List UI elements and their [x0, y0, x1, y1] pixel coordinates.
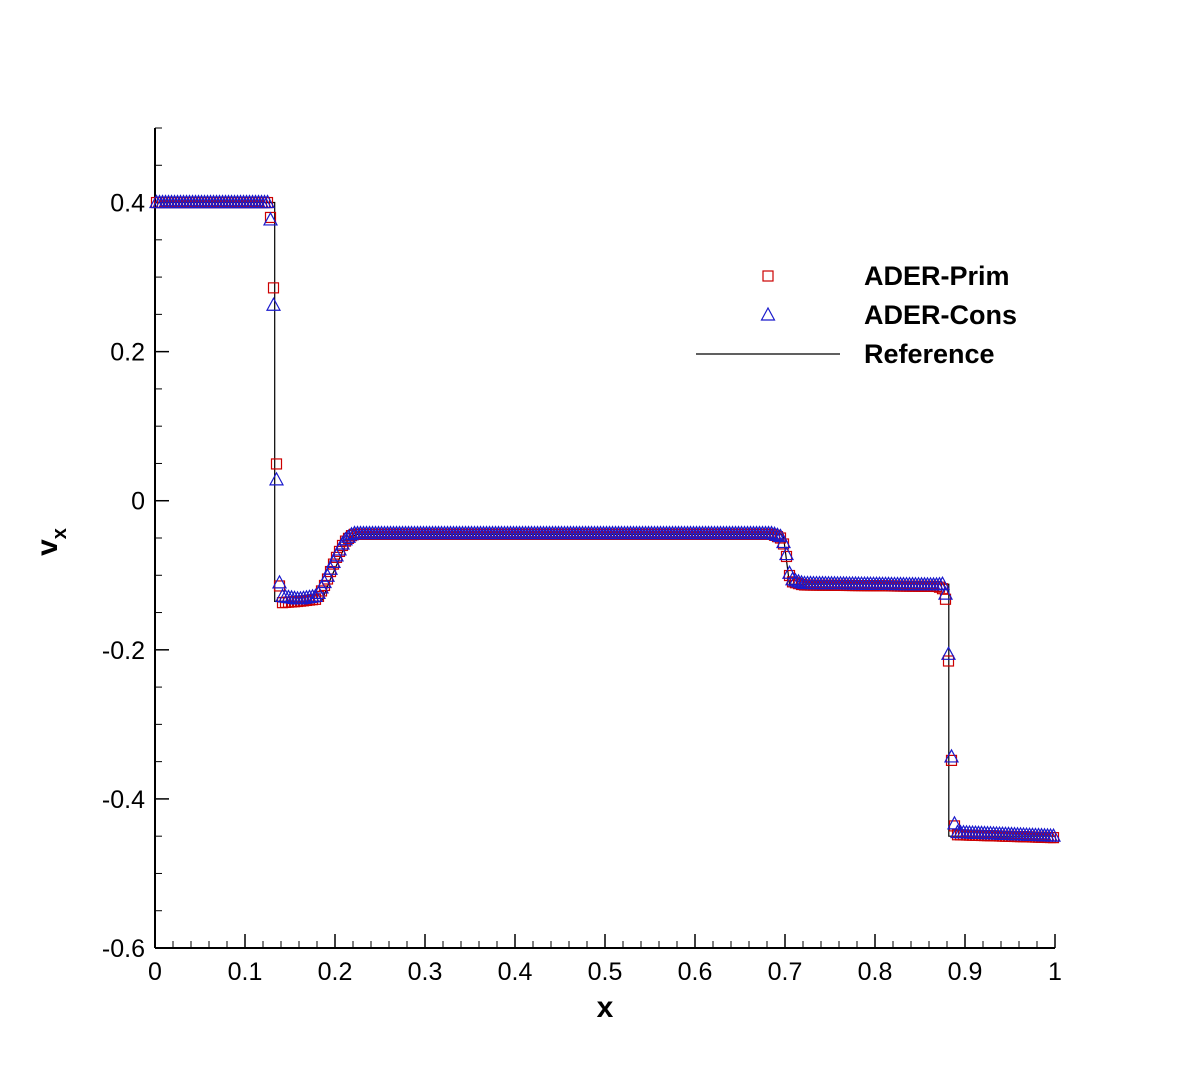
x-tick-label: 0.4	[498, 958, 533, 986]
legend-marker-ader-cons	[760, 306, 776, 321]
data-point-triangle	[259, 194, 276, 209]
svg-text:vx: vx	[31, 528, 71, 556]
data-point-triangle	[946, 815, 963, 830]
data-point-triangle	[769, 527, 786, 542]
data-point-triangle	[343, 526, 360, 541]
y-tick-label: -0.6	[102, 935, 145, 963]
series-line-reference	[155, 201, 1055, 837]
x-tick-label: 0.8	[858, 958, 893, 986]
data-point-triangle	[307, 588, 324, 602]
data-point-square	[942, 655, 955, 667]
series-ader-prim	[150, 196, 1060, 844]
data-point-square	[270, 458, 283, 470]
x-axis-title: x	[597, 991, 614, 1024]
y-tick-label: -0.4	[102, 786, 145, 814]
x-tick-label: 0.1	[228, 958, 263, 986]
x-tick-label: 0.3	[408, 958, 443, 986]
x-tick-label: 0	[148, 958, 162, 986]
data-point-triangle	[775, 534, 792, 549]
legend-square-marker	[762, 270, 774, 282]
data-point-triangle	[319, 568, 336, 582]
x-tick-label: 0.5	[588, 958, 623, 986]
legend-triangle-marker	[760, 306, 776, 321]
data-point-triangle	[943, 748, 960, 763]
data-point-square	[267, 282, 280, 294]
data-point-triangle	[322, 561, 339, 575]
data-point-triangle	[778, 546, 795, 561]
data-series	[148, 194, 1062, 844]
ticks: 0 0.1 0.2 0.3 0.4 0.5 0.6 0.7 0.8 0.9 1 -0.6 -0.4 -0.…	[102, 127, 1062, 986]
x-tick-label: 1	[1048, 958, 1062, 986]
data-point-triangle	[262, 211, 279, 226]
legend-label-reference: Reference	[864, 339, 995, 369]
x-tick-label: 0.7	[768, 958, 803, 986]
data-point-triangle	[1045, 827, 1062, 842]
legend-marker-ader-prim	[762, 270, 774, 282]
y-tick-label: 0	[131, 488, 145, 516]
data-point-triangle	[268, 471, 285, 486]
data-point-triangle	[334, 535, 351, 550]
data-point-triangle	[937, 585, 954, 600]
legend: ADER-Prim ADER-Cons Reference	[696, 261, 1017, 369]
x-tick-label: 0.6	[678, 958, 713, 986]
y-axis-title-subscript: x	[49, 528, 71, 539]
data-point-triangle	[766, 526, 783, 540]
data-point-triangle	[940, 646, 957, 660]
x-tick-label: 0.9	[948, 958, 983, 986]
data-point-triangle	[271, 574, 288, 589]
data-point-triangle	[934, 575, 951, 590]
series-ader-cons	[148, 194, 1062, 842]
y-tick-label: 0.2	[110, 339, 145, 367]
x-tick-label: 0.2	[318, 958, 353, 986]
y-axis-title: vx	[31, 528, 71, 556]
legend-label-ader-cons: ADER-Cons	[864, 300, 1017, 330]
y-tick-label: 0.4	[110, 190, 145, 218]
data-point-triangle	[265, 296, 282, 311]
y-axis-title-main: v	[31, 539, 64, 556]
y-tick-label: -0.2	[102, 637, 145, 665]
legend-label-ader-prim: ADER-Prim	[864, 261, 1010, 291]
